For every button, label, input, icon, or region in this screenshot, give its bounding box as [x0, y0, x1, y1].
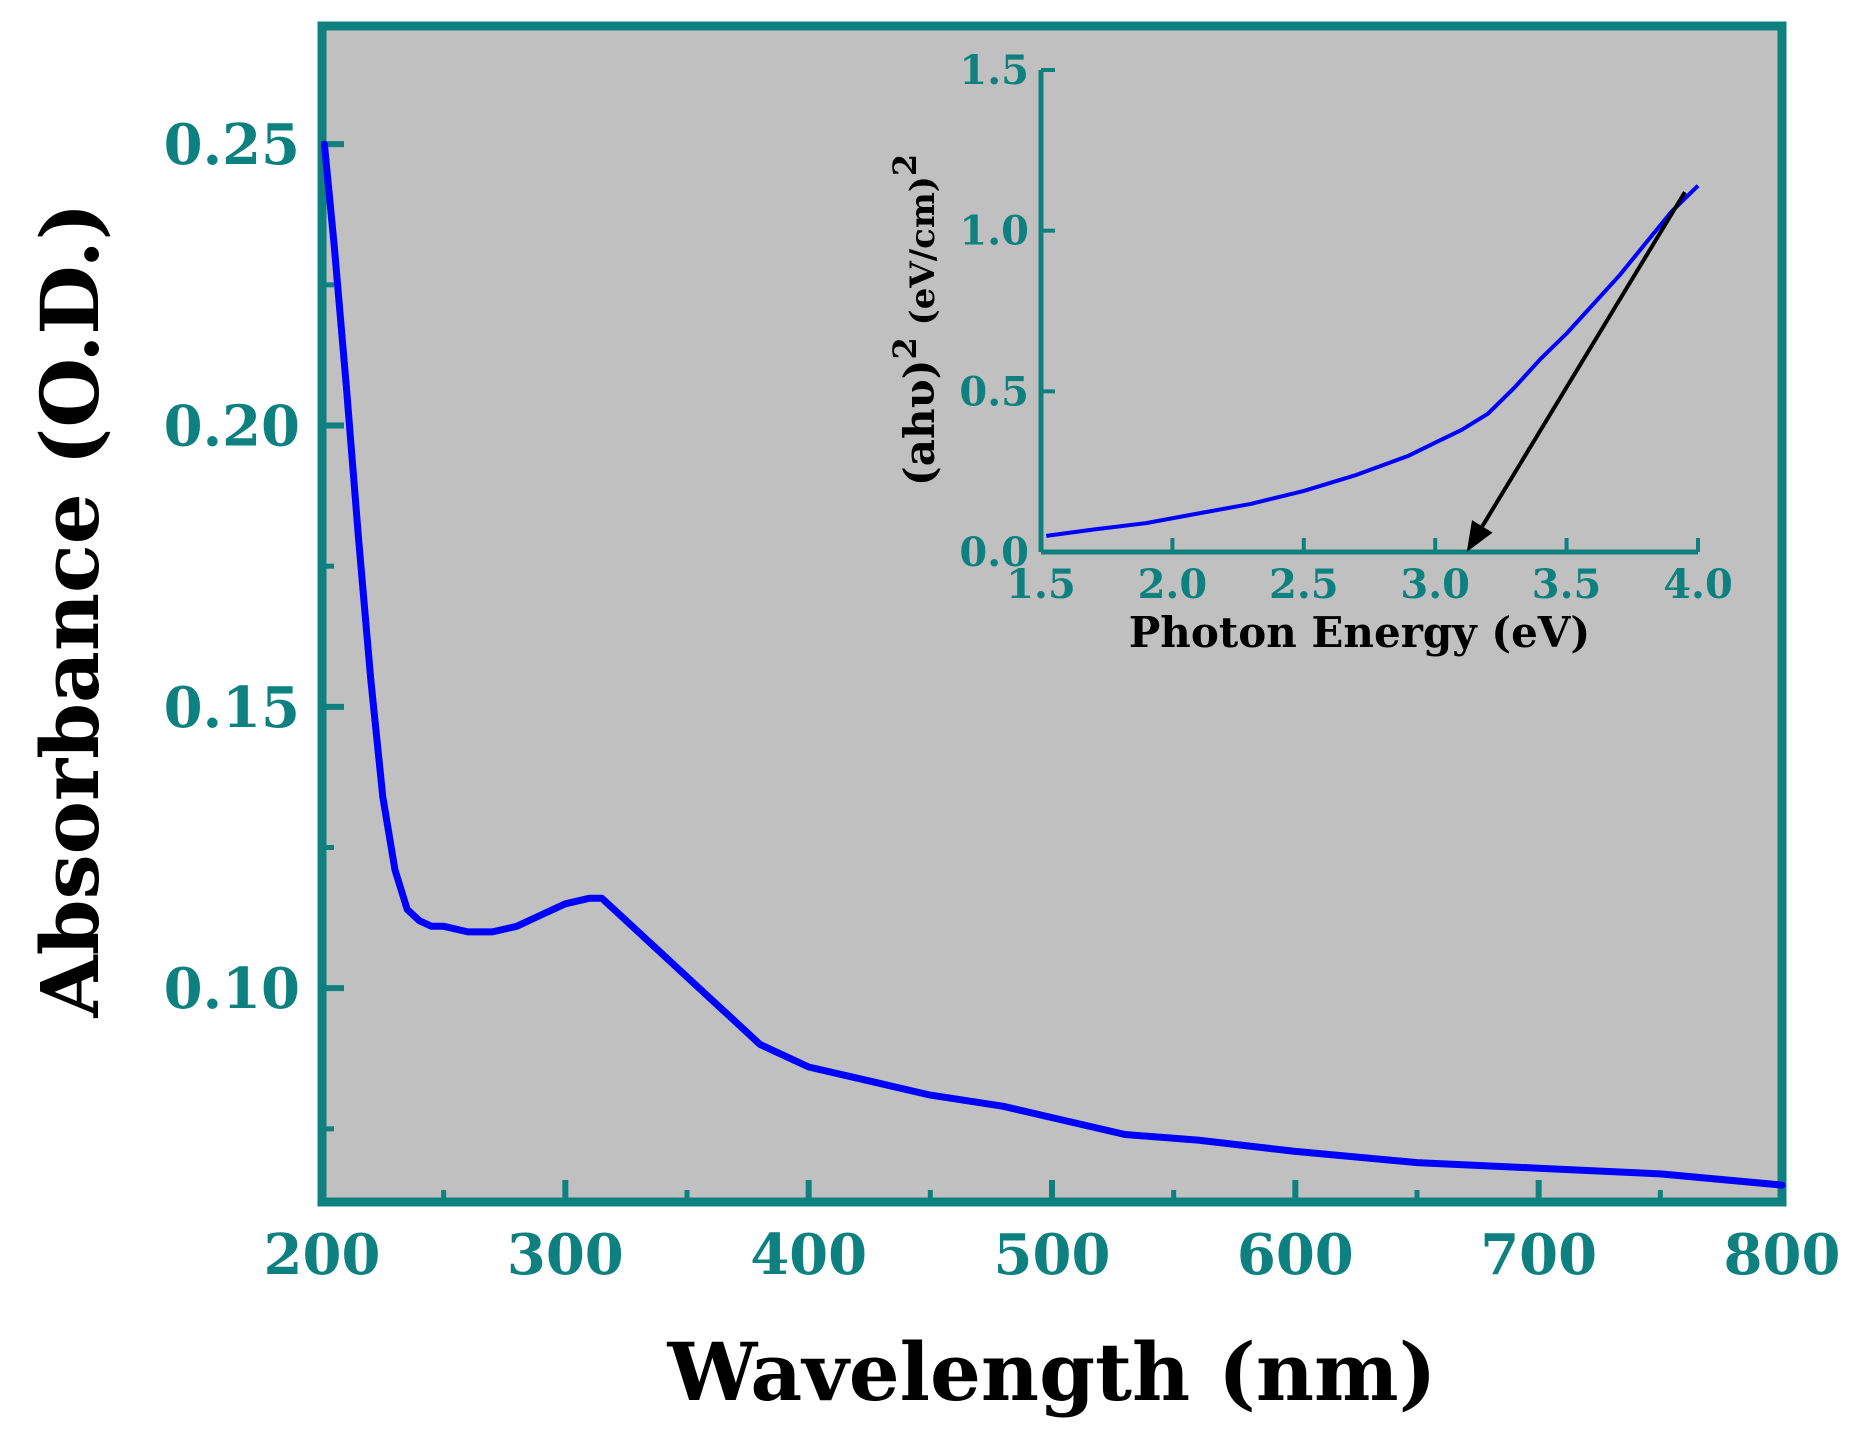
inset-y-tick-label: 0.0: [959, 529, 1029, 576]
main-y-tick-label: 0.15: [164, 675, 300, 741]
inset-x-tick-label: 2.0: [1138, 561, 1208, 608]
main-series-line: [320, 140, 1786, 1189]
inset-ylabel-exponent: 2: [886, 337, 924, 359]
inset-x-tick-label: 3.0: [1400, 561, 1470, 608]
inset-y-tick-label: 0.5: [959, 368, 1029, 415]
arrow-shaft: [1480, 191, 1687, 528]
main-x-axis-title: Wavelength (nm): [667, 1325, 1437, 1419]
inset-axes: [1038, 70, 1698, 555]
inset-x-tick-label: 4.0: [1663, 561, 1733, 608]
main-y-tick-label: 0.20: [164, 394, 300, 460]
main-y-tick-label: 0.10: [164, 956, 300, 1022]
inset-ylabel-part: (ahυ): [895, 360, 944, 487]
main-plot-area: [317, 21, 1787, 1207]
inset-y-axis-title: (ahυ)2 (eV/cm)2: [886, 154, 944, 486]
main-x-tick-label: 500: [994, 1222, 1111, 1288]
inset-ylabel-exponent: 2: [886, 154, 924, 176]
inset-x-tick-label: 2.5: [1269, 561, 1339, 608]
main-x-tick-label: 600: [1237, 1222, 1354, 1288]
main-y-axis: 0.10 0.15 0.20 0.25: [164, 112, 344, 1132]
main-x-tick-label: 800: [1724, 1222, 1841, 1288]
inset-x-axis: 1.5 2.0 2.5 3.0 3.5 4.0: [1006, 538, 1733, 608]
inset-y-axis: 0.0 0.5 1.0 1.5: [959, 47, 1055, 576]
inset-x-tick-label: 1.5: [1006, 561, 1076, 608]
main-x-axis: 200 300 400 500 600 700 800: [264, 1180, 1841, 1288]
main-x-tick-label: 700: [1480, 1222, 1597, 1288]
main-y-axis-title: Absorbance (O.D.): [23, 203, 117, 1019]
arrow-head: [1466, 520, 1493, 552]
inset-ylabel-part: (eV/cm): [903, 176, 943, 337]
main-y-tick-label: 0.25: [164, 112, 300, 178]
main-x-tick-label: 200: [264, 1222, 381, 1288]
inset-y-tick-label: 1.0: [959, 208, 1029, 255]
inset-x-axis-title: Photon Energy (eV): [1129, 608, 1591, 657]
inset-arrow-annotation: [1466, 191, 1687, 552]
main-x-tick-label: 300: [507, 1222, 624, 1288]
inset-x-tick-label: 3.5: [1532, 561, 1602, 608]
main-chart: 0.10 0.15 0.20 0.25 200 300 400 500 600 700 800 W…: [23, 21, 1841, 1419]
main-x-tick-label: 400: [750, 1222, 867, 1288]
inset-chart: 0.0 0.5 1.0 1.5 1.5 2.0 2.5 3.0 3.5 4.0 Photon E…: [886, 47, 1733, 657]
inset-series-line: [1046, 184, 1700, 538]
inset-y-tick-label: 1.5: [959, 47, 1029, 94]
